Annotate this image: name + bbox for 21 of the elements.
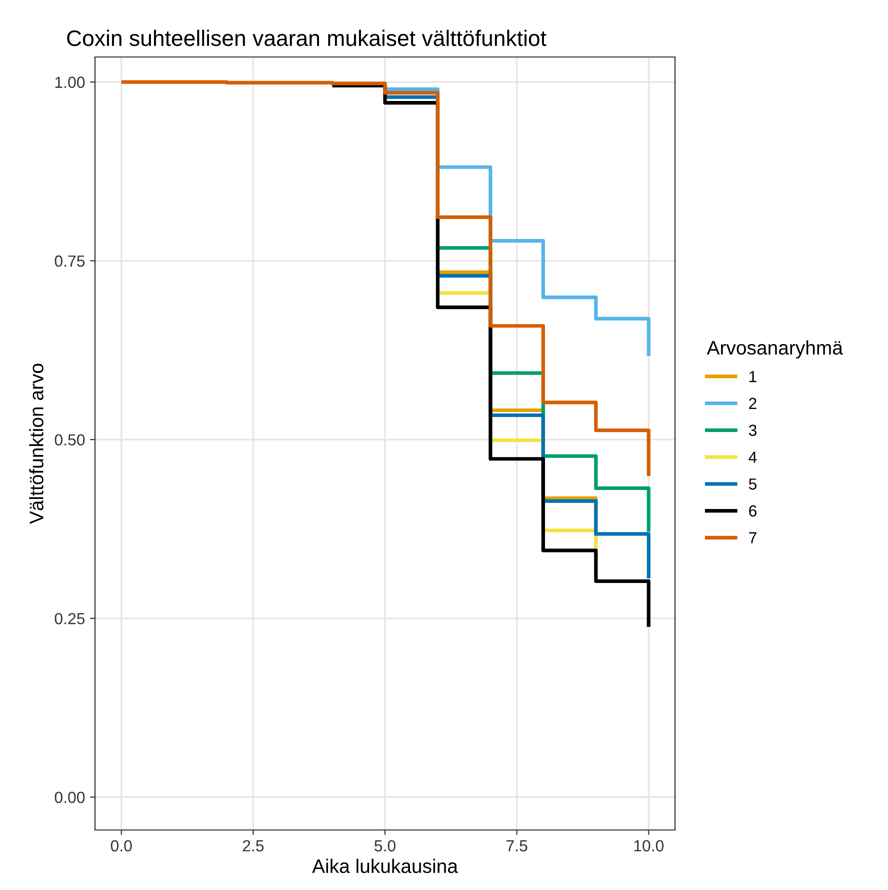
x-tick-label: 0.0	[110, 840, 132, 852]
legend-label: 3	[748, 424, 756, 436]
legend-label: 6	[749, 505, 756, 517]
x-tick-label: 5.0	[374, 840, 396, 852]
x-tick-label: 7.5	[506, 840, 528, 852]
legend-label: 4	[748, 452, 757, 463]
chart-title: Coxin suhteellisen vaaran mukaiset välttöfunktiot	[67, 30, 546, 46]
y-tick-label: 1.00	[55, 76, 85, 88]
x-tick-label: 2.5	[242, 840, 264, 852]
legend-label: 2	[749, 398, 756, 409]
y-tick-label: 0.00	[54, 792, 85, 804]
legend-label: 5	[748, 478, 757, 490]
y-tick-label: 0.75	[54, 255, 85, 267]
y-tick-label: 0.50	[54, 434, 85, 446]
legend-label: 1	[750, 371, 756, 382]
x-axis-title: Aika lukukausina	[312, 858, 458, 874]
y-axis-title: Välttöfunktion arvo	[29, 364, 44, 524]
legend-title: Arvosanaryhmä	[706, 340, 843, 359]
legend-label: 7	[749, 532, 756, 544]
x-tick-label: 10.0	[634, 840, 664, 852]
y-tick-label: 0.25	[54, 612, 85, 624]
